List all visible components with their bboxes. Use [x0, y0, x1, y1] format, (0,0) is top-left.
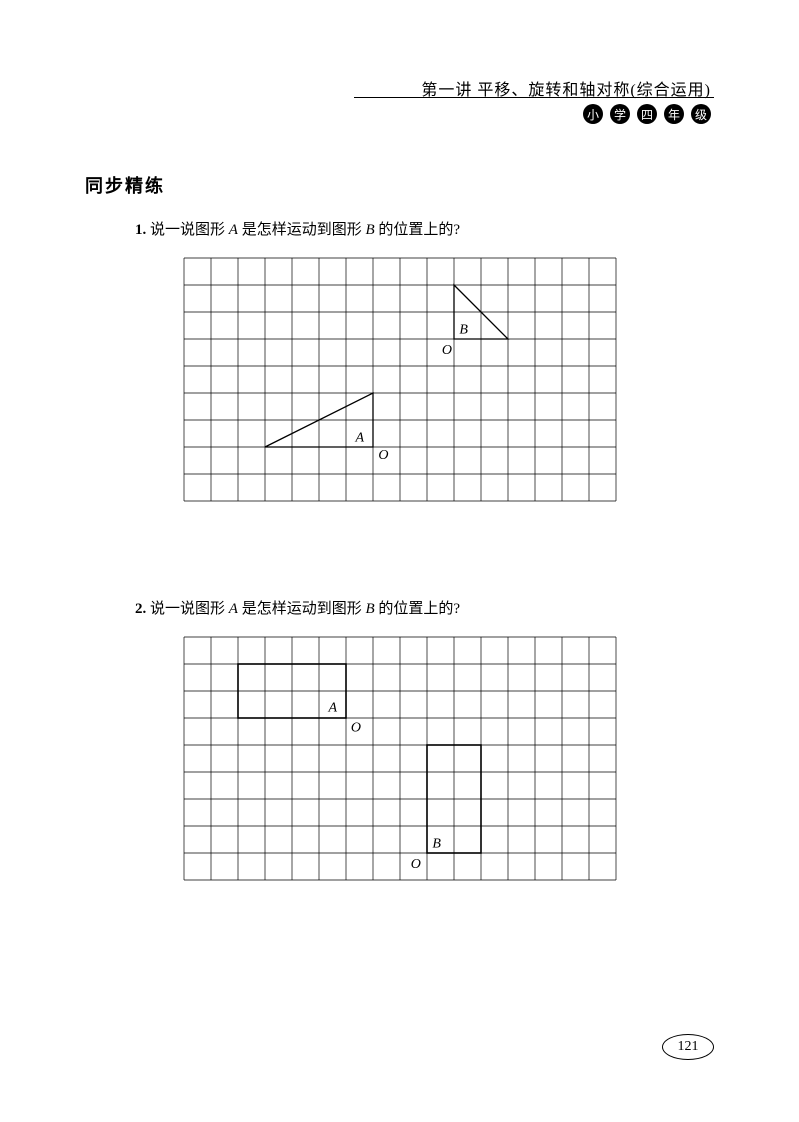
- question-text: 说一说图形: [146, 222, 229, 238]
- svg-text:A: A: [354, 431, 364, 446]
- question-text: 的位置上的?: [375, 222, 460, 238]
- grade-char: 学: [610, 104, 630, 124]
- shape-label-a: A: [229, 222, 238, 238]
- svg-text:O: O: [442, 343, 452, 358]
- shape-label-b: B: [365, 222, 374, 238]
- question-number: 1.: [135, 222, 146, 238]
- header-divider: [354, 97, 714, 98]
- svg-text:B: B: [459, 323, 468, 338]
- page-number: 121: [662, 1034, 714, 1060]
- question-text: 是怎样运动到图形: [238, 222, 366, 238]
- grade-char: 级: [691, 104, 711, 124]
- section-title: 同步精练: [85, 172, 165, 198]
- svg-text:O: O: [351, 721, 361, 736]
- question-text: 说一说图形: [146, 601, 229, 617]
- question-text: 是怎样运动到图形: [238, 601, 366, 617]
- shape-label-a: A: [229, 601, 238, 617]
- grade-char: 年: [664, 104, 684, 124]
- grade-badge: 小 学 四 年 级: [583, 104, 711, 124]
- grid-figure-2: AOBO: [183, 636, 617, 886]
- question-2: 2. 说一说图形 A 是怎样运动到图形 B 的位置上的?: [135, 597, 460, 618]
- svg-text:A: A: [327, 700, 337, 715]
- question-number: 2.: [135, 601, 146, 617]
- grade-char: 四: [637, 104, 657, 124]
- shape-label-b: B: [365, 601, 374, 617]
- svg-text:O: O: [411, 857, 421, 872]
- grid-svg-1: AOBO: [183, 257, 617, 502]
- grade-char: 小: [583, 104, 603, 124]
- svg-text:O: O: [378, 448, 388, 463]
- svg-text:B: B: [432, 837, 441, 852]
- grid-figure-1: AOBO: [183, 257, 617, 507]
- question-text: 的位置上的?: [375, 601, 460, 617]
- question-1: 1. 说一说图形 A 是怎样运动到图形 B 的位置上的?: [135, 218, 460, 239]
- grid-svg-2: AOBO: [183, 636, 617, 881]
